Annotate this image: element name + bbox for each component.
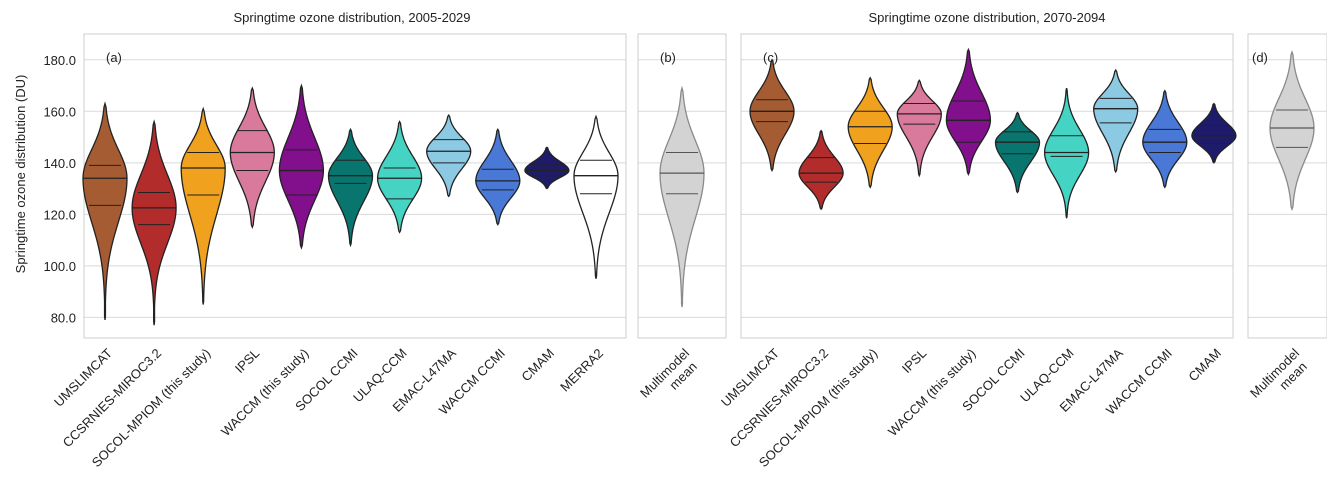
y-tick-label: 100.0: [43, 259, 76, 274]
violin-multimodel-mean: [659, 85, 705, 308]
panel-c: (c)UMSLIMCATCCSRNIES-MIROC3.2SOCOL-MPIOM…: [718, 33, 1237, 470]
panel-frame: [1247, 33, 1327, 339]
x-tick-label: CCSRNIES-MIROC3.2: [60, 346, 165, 451]
panel-label: (b): [660, 50, 676, 65]
x-tick-label: WACCM (this study): [885, 346, 979, 440]
panel-frame: [637, 33, 727, 339]
panel-label: (c): [763, 50, 778, 65]
violin-emac-l47ma: [1093, 68, 1139, 174]
violin-merra2: [573, 114, 619, 279]
violin-socol-mpiom-this-study: [180, 106, 226, 305]
panel-c-title: Springtime ozone distribution, 2070-2094: [868, 10, 1105, 25]
x-tick-label: CCSRNIES-MIROC3.2: [727, 346, 832, 451]
violin-waccm-this-study: [945, 47, 992, 176]
violin-ipsl: [896, 79, 942, 178]
x-tick-label: MERRA2: [557, 346, 606, 395]
x-tick-label: WACCM (this study): [218, 346, 312, 440]
x-tick-label: Multimodelmean: [1247, 345, 1313, 411]
y-tick-label: 140.0: [43, 156, 76, 171]
violin-emac-l47ma: [426, 114, 472, 198]
violin-cmam: [524, 146, 570, 190]
violin-umslimcat: [749, 58, 795, 172]
panel-label: (a): [106, 50, 122, 65]
panel-a-title: Springtime ozone distribution, 2005-2029: [233, 10, 470, 25]
panel-d: (d) Multimodelmean: [1247, 33, 1327, 411]
violin-waccm-ccmi: [1142, 89, 1188, 189]
x-tick-label: CMAM: [1185, 346, 1224, 385]
violin-waccm-ccmi: [475, 128, 521, 226]
y-tick-label: 120.0: [43, 207, 76, 222]
panel-label: (d): [1252, 50, 1268, 65]
violin-multimodel-mean: [1269, 50, 1315, 212]
violin-socol-mpiom-this-study: [847, 76, 893, 189]
y-tick-label: 180.0: [43, 53, 76, 68]
y-tick-label: 80.0: [51, 310, 76, 325]
x-tick-label: CMAM: [518, 346, 557, 385]
violin-umslimcat: [82, 101, 128, 321]
y-axis-label: Springtime ozone distribution (DU): [13, 75, 28, 274]
violin-ulaq-ccm: [376, 120, 423, 234]
violin-ccsrnies-miroc3-2: [798, 129, 844, 211]
panel-frame: [740, 33, 1234, 339]
violin-waccm-this-study: [278, 83, 325, 250]
y-tick-label: 160.0: [43, 104, 76, 119]
violin-socol-ccmi: [327, 127, 374, 248]
panel-a: (a)80.0100.0120.0140.0160.0180.0UMSLIMCA…: [43, 33, 627, 470]
x-tick-label: IPSL: [899, 346, 930, 377]
violin-socol-ccmi: [994, 111, 1041, 194]
violin-ipsl: [229, 86, 275, 229]
violin-cmam: [1191, 102, 1237, 164]
x-tick-label: Multimodelmean: [637, 345, 703, 411]
violin-ccsrnies-miroc3-2: [131, 119, 177, 326]
x-tick-label: IPSL: [232, 346, 263, 377]
plot-layer: (a)80.0100.0120.0140.0160.0180.0UMSLIMCA…: [43, 33, 1327, 470]
panel-b: (b) Multimodelmean: [637, 33, 727, 411]
